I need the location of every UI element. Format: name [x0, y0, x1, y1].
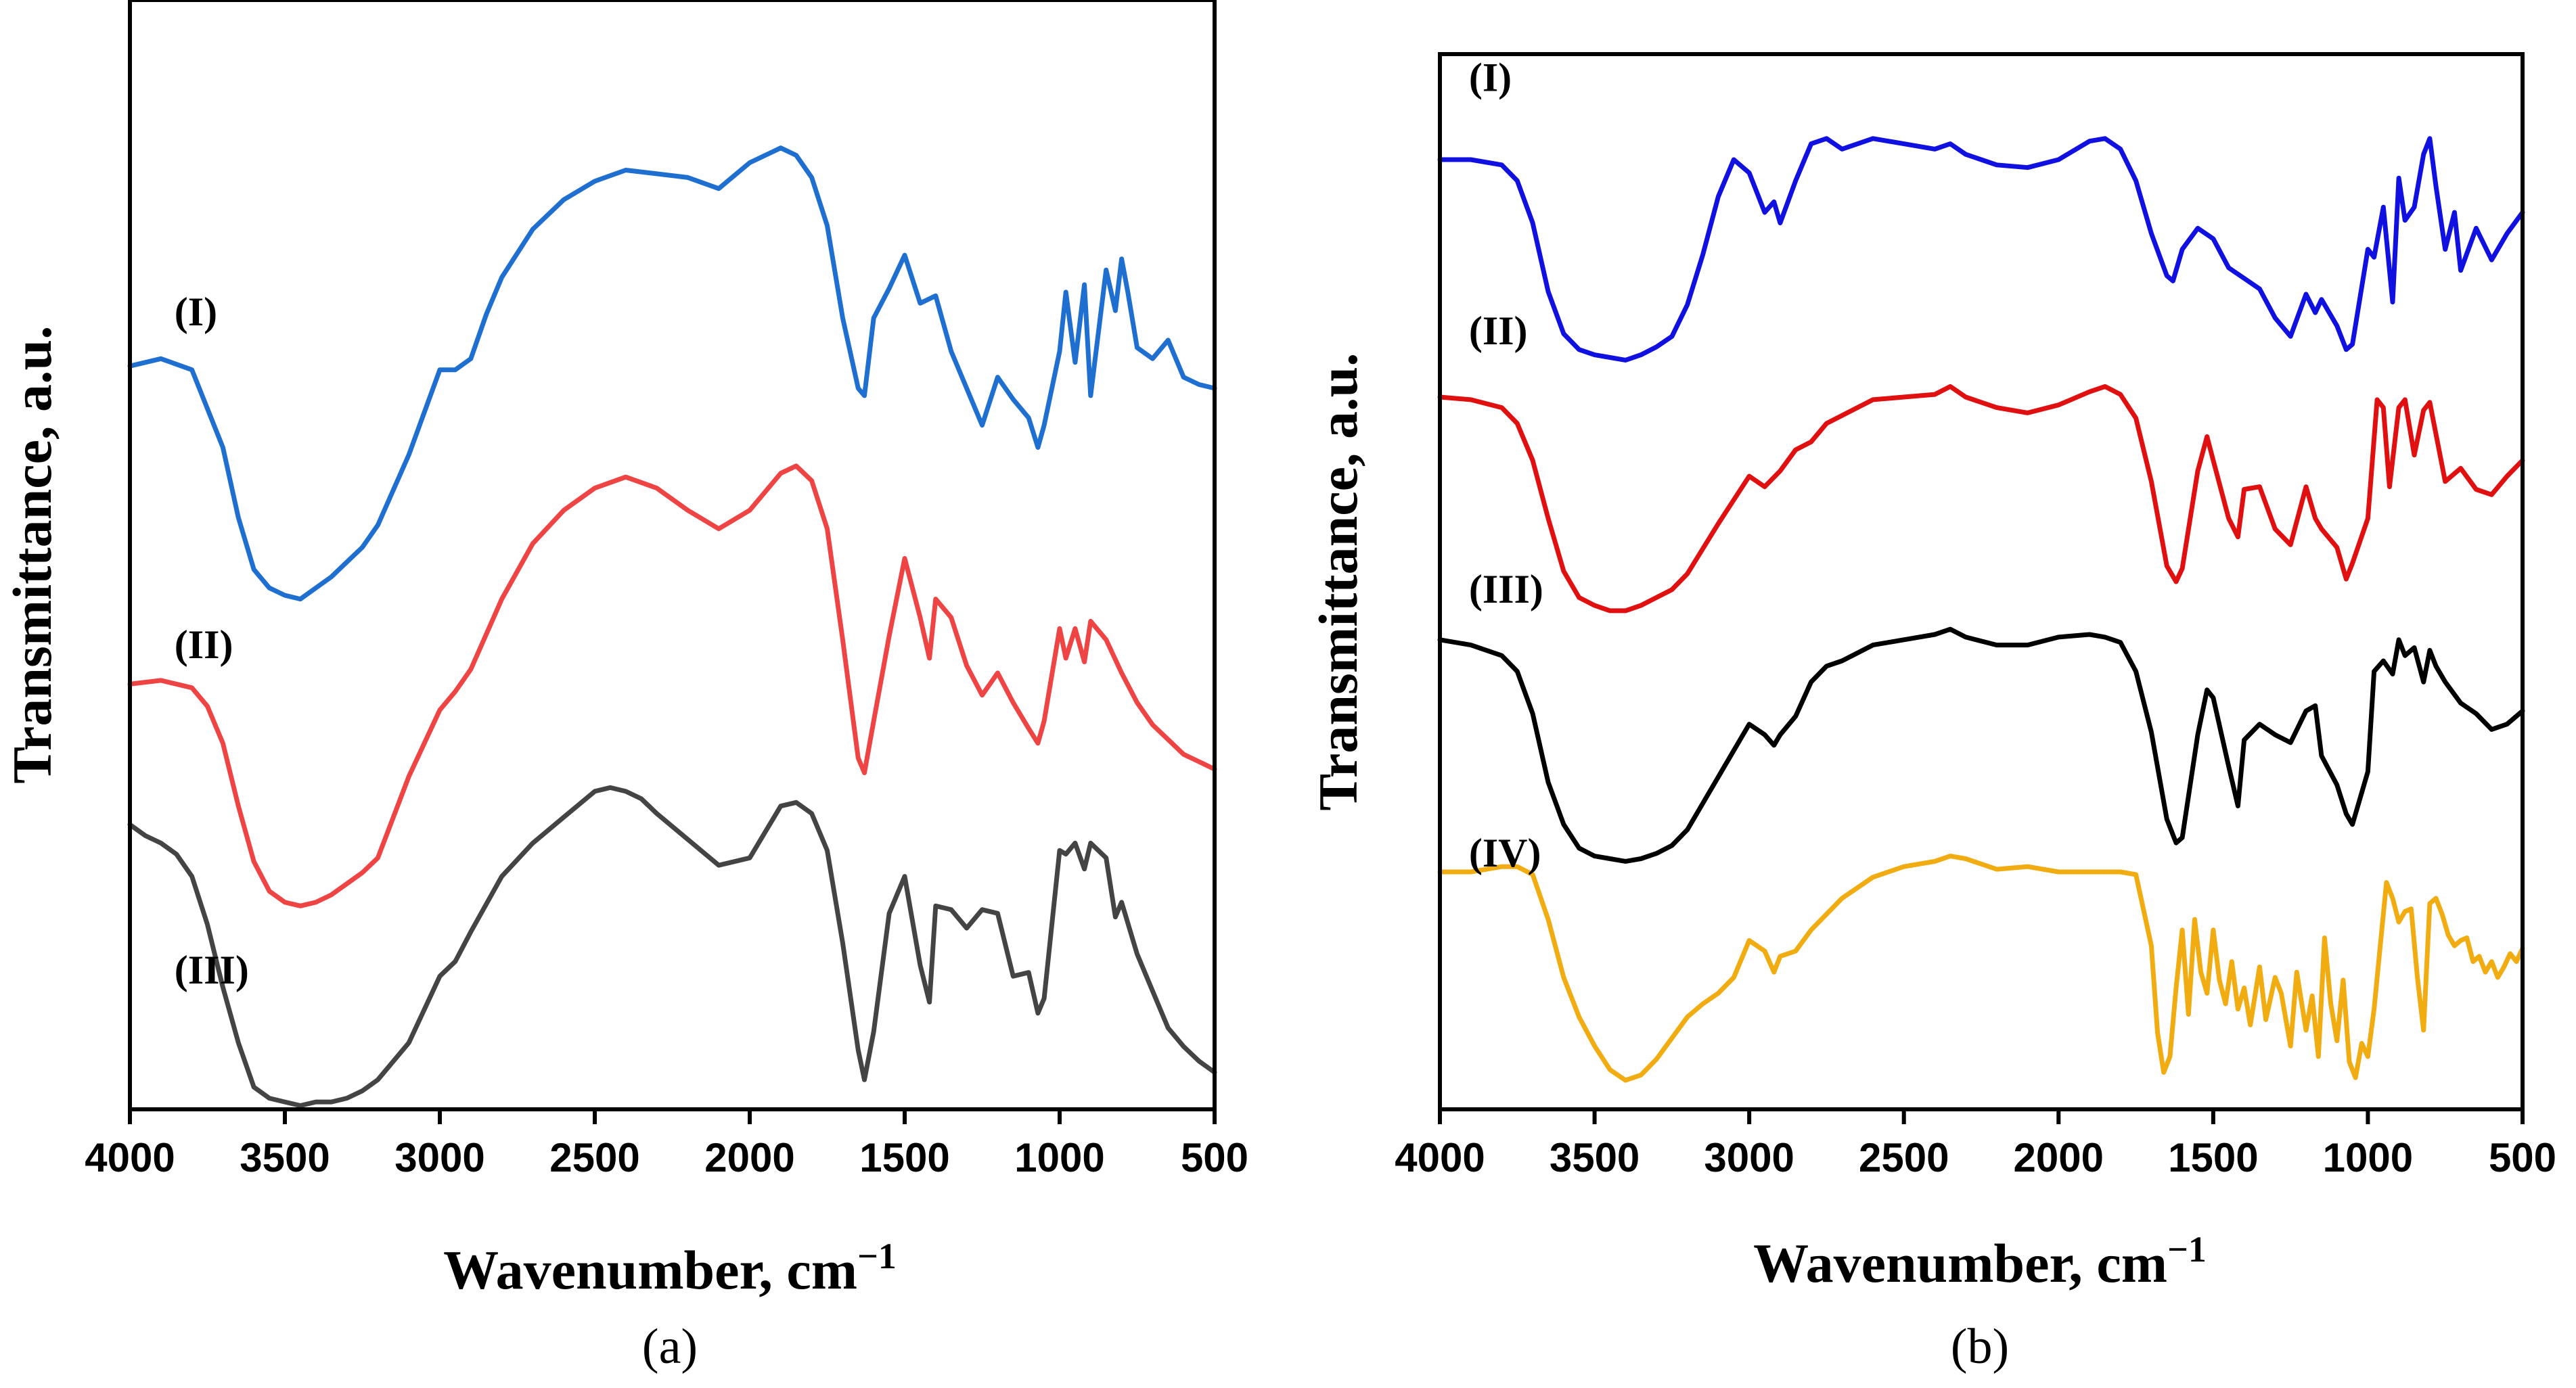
series-label-b-2: (II) — [1469, 308, 1528, 353]
x-tick-label-b-500: 500 — [2489, 1135, 2556, 1180]
x-tick-label-b-4000: 4000 — [1395, 1135, 1485, 1180]
x-tick-label-a-3500: 3500 — [240, 1135, 330, 1180]
series-line-a-3 — [127, 785, 1217, 1108]
x-axis-title-b: Wavenumber, cm−1 — [1753, 1229, 2207, 1294]
x-tick-label-a-500: 500 — [1181, 1135, 1248, 1180]
x-tick-label-b-3000: 3000 — [1704, 1135, 1794, 1180]
y-axis-title-a: Transmittance, a.u. — [1, 325, 63, 783]
panel-caption-b: (b) — [1951, 1319, 2009, 1374]
series-label-a-3: (III) — [175, 948, 249, 992]
series-line-b-1 — [1437, 136, 2525, 363]
x-tick-label-b-2500: 2500 — [1859, 1135, 1949, 1180]
series-label-a-2: (II) — [175, 622, 233, 667]
panel-b-chart: (I) (II) (III) (IV) 4000 3500 3000 2500 2000 1500… — [1307, 52, 2556, 1374]
x-tick-label-b-1500: 1500 — [2168, 1135, 2258, 1180]
x-tick-label-a-2500: 2500 — [549, 1135, 639, 1180]
panel-caption-a: (a) — [642, 1319, 698, 1374]
x-tick-label-b-1000: 1000 — [2323, 1135, 2413, 1180]
series-line-b-3 — [1437, 626, 2525, 864]
series-label-b-1: (I) — [1469, 55, 1512, 100]
plot-frame-a — [128, 0, 1217, 1111]
y-axis-title-b: Transmittance, a.u. — [1307, 352, 1369, 810]
series-line-a-1 — [127, 145, 1217, 602]
x-tick-label-b-2000: 2000 — [2014, 1135, 2104, 1180]
x-tick-label-a-4000: 4000 — [85, 1135, 175, 1180]
series-line-a-2 — [127, 463, 1217, 908]
x-tick-label-a-2000: 2000 — [704, 1135, 794, 1180]
series-line-b-2 — [1437, 384, 2525, 614]
series-label-b-4: (IV) — [1469, 831, 1541, 875]
series-label-b-3: (III) — [1469, 567, 1543, 611]
panel-a-chart: (I) (II) (III) 4000 3500 3000 2500 2000 1500 1000… — [1, 0, 1248, 1374]
x-tick-label-a-3000: 3000 — [394, 1135, 484, 1180]
x-tick-label-a-1000: 1000 — [1014, 1135, 1104, 1180]
x-tick-label-b-3500: 3500 — [1550, 1135, 1640, 1180]
series-line-b-4 — [1437, 854, 2525, 1083]
x-tick-label-a-1500: 1500 — [859, 1135, 949, 1180]
plot-frame-b — [1438, 52, 2525, 1111]
x-axis-title-a: Wavenumber, cm−1 — [443, 1236, 897, 1301]
series-label-a-1: (I) — [175, 290, 217, 334]
